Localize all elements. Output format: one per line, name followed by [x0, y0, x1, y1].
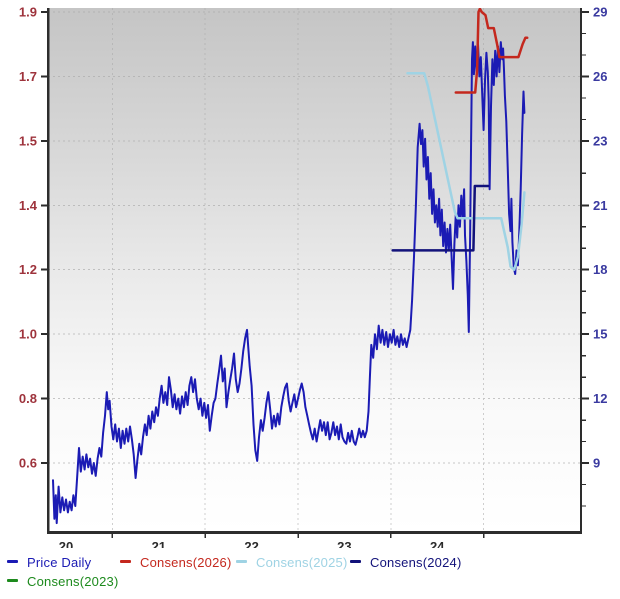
consens-2024-line [391, 184, 490, 252]
x-axis-label: 21 [152, 539, 166, 548]
right-axis-label: 15 [593, 327, 607, 342]
price-daily-line [52, 41, 526, 525]
legend-dash-consens-2023 [7, 579, 18, 583]
left-axis-label: 1.4 [19, 198, 38, 213]
legend-label-consens-2024: Consens(2024) [370, 555, 462, 571]
legend-label-consens-2025: Consens(2025) [256, 555, 348, 571]
legend-item-consens-2024: Consens(2024) [350, 553, 462, 570]
left-axis-label: 1.2 [19, 262, 37, 277]
right-axis-label: 23 [593, 133, 607, 148]
left-axis-label: 0.6 [19, 456, 37, 471]
legend-dash-consens-2025 [236, 560, 247, 564]
left-axis-label: 1.5 [19, 133, 37, 148]
chart-canvas: 1.9 1.7 1.5 1.4 1.2 1.0 0.8 0.6 29 26 23 21 18 15 12 9 2… [19, 5, 608, 549]
left-axis-label: 1.9 [19, 5, 37, 20]
right-axis-label: 18 [593, 262, 607, 277]
legend-label-consens-2026: Consens(2026) [140, 555, 232, 571]
consens-2025-line [406, 71, 526, 271]
legend: Price Daily Consens(2026) Consens(2025) … [0, 551, 620, 597]
legend-label-consens-2023: Consens(2023) [27, 574, 119, 590]
x-axis-label: 23 [337, 539, 351, 548]
right-axis-label: 21 [593, 198, 607, 213]
right-axis-label: 12 [593, 391, 607, 406]
right-axis-label: 29 [593, 5, 607, 20]
left-axis-label: 1.0 [19, 327, 37, 342]
left-axis-label: 1.7 [19, 69, 37, 84]
axis-labels: 1.9 1.7 1.5 1.4 1.2 1.0 0.8 0.6 29 26 23 21 18 15 12 9 2… [19, 5, 608, 549]
legend-dash-consens-2024 [350, 560, 361, 564]
legend-dash-consens-2026 [120, 560, 131, 564]
legend-item-consens-2026: Consens(2026) [120, 553, 232, 570]
legend-item-price-daily: Price Daily [7, 553, 91, 570]
right-axis-label: 9 [593, 456, 600, 471]
legend-label-price-daily: Price Daily [27, 555, 92, 571]
x-axis-label: 22 [244, 539, 258, 548]
right-axis-label: 26 [593, 69, 607, 84]
axes [41, 8, 589, 538]
x-axis-label: 24 [430, 539, 445, 548]
series-lines [52, 8, 529, 525]
gridlines [48, 8, 580, 532]
x-axis-label: 20 [59, 539, 73, 548]
legend-dash-price-daily [7, 560, 18, 564]
legend-item-consens-2025: Consens(2025) [236, 553, 348, 570]
consens-2026-line [454, 8, 529, 94]
left-axis-label: 0.8 [19, 391, 37, 406]
legend-item-consens-2023: Consens(2023) [7, 572, 119, 589]
